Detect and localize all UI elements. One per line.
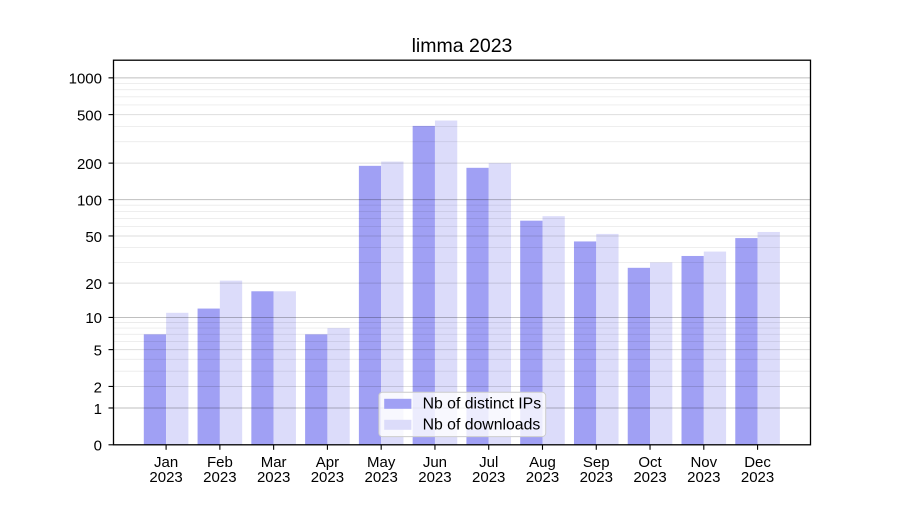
svg-text:500: 500 [77, 107, 102, 124]
svg-text:2023: 2023 [418, 469, 451, 486]
svg-text:200: 200 [77, 156, 102, 173]
svg-text:2023: 2023 [203, 469, 236, 486]
svg-text:5: 5 [94, 342, 102, 359]
svg-text:2023: 2023 [633, 469, 666, 486]
svg-text:Nov: Nov [690, 454, 717, 471]
svg-text:2023: 2023 [526, 469, 559, 486]
svg-text:2023: 2023 [257, 469, 290, 486]
svg-text:2023: 2023 [311, 469, 344, 486]
svg-text:50: 50 [85, 229, 102, 246]
svg-text:Sep: Sep [583, 454, 610, 471]
svg-text:2023: 2023 [741, 469, 774, 486]
svg-text:2023: 2023 [472, 469, 505, 486]
svg-text:Jul: Jul [479, 454, 498, 471]
svg-text:2023: 2023 [580, 469, 613, 486]
svg-text:20: 20 [85, 276, 102, 293]
svg-text:Mar: Mar [261, 454, 287, 471]
svg-text:Nb of distinct IPs: Nb of distinct IPs [423, 396, 542, 413]
svg-text:10: 10 [85, 310, 102, 327]
svg-text:Feb: Feb [207, 454, 233, 471]
svg-text:2023: 2023 [364, 469, 397, 486]
svg-text:1: 1 [94, 401, 102, 418]
svg-text:May: May [367, 454, 396, 471]
svg-text:limma 2023: limma 2023 [412, 35, 513, 57]
svg-text:1000: 1000 [69, 71, 102, 88]
svg-text:Aug: Aug [529, 454, 556, 471]
svg-text:2023: 2023 [687, 469, 720, 486]
svg-text:Dec: Dec [744, 454, 771, 471]
svg-text:100: 100 [77, 192, 102, 209]
svg-text:0: 0 [94, 438, 102, 455]
svg-text:Oct: Oct [638, 454, 662, 471]
svg-text:2023: 2023 [149, 469, 182, 486]
svg-text:Apr: Apr [316, 454, 339, 471]
svg-text:Jun: Jun [423, 454, 447, 471]
svg-text:Nb of downloads: Nb of downloads [423, 417, 541, 434]
svg-text:2: 2 [94, 379, 102, 396]
svg-text:Jan: Jan [154, 454, 178, 471]
